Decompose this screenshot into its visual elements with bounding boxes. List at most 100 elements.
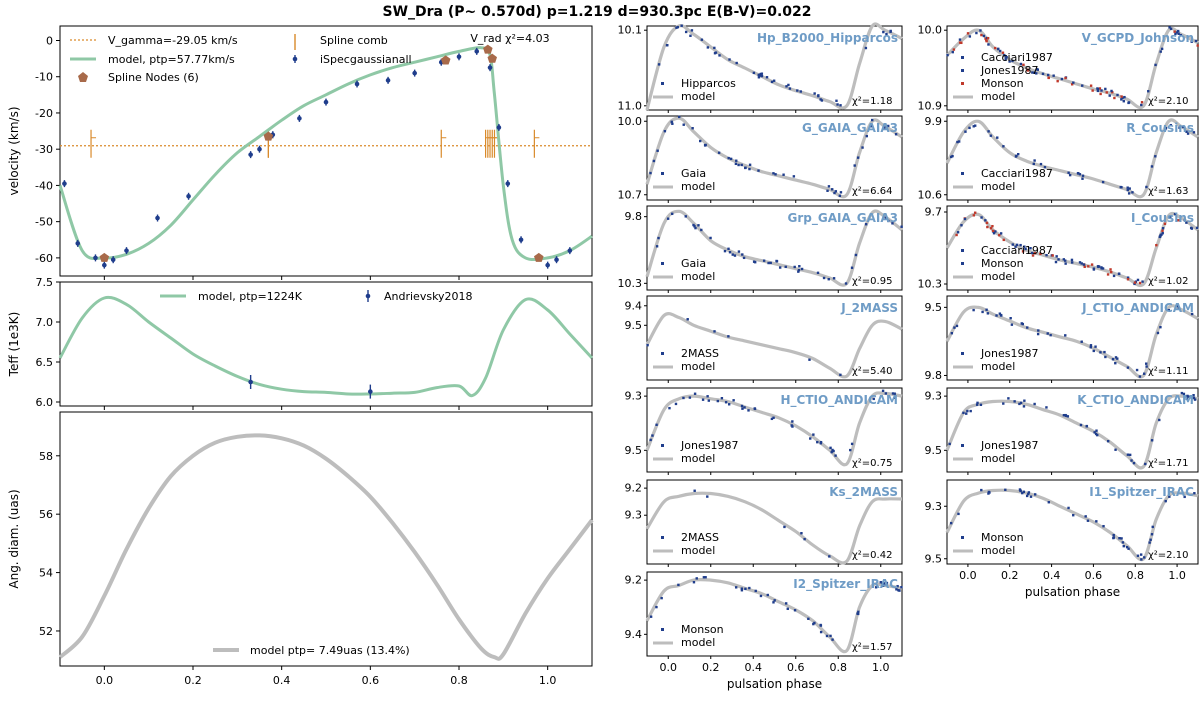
data-point [1150,165,1154,168]
plot-frame [646,115,903,201]
y-axis-label: velocity (km/s) [7,106,21,195]
model-curve [645,312,903,379]
data-point [900,586,903,589]
data-point [1025,494,1029,498]
legend-label: model [681,270,715,283]
plot-frame [646,571,903,657]
data-point [1138,375,1142,378]
data-point [1120,95,1123,98]
legend-label: 2MASS [681,347,719,360]
legend-data-swatch [661,536,664,539]
data-point [707,399,711,402]
data-point [1064,259,1067,262]
data-point [1009,316,1012,320]
data-point [1179,33,1183,37]
legend-label: Cacciari1987 [981,167,1053,180]
data-point [713,330,716,333]
data-point [966,409,969,413]
data-point [1100,267,1103,270]
data-point [1193,398,1197,401]
data-point [1176,304,1180,308]
spline-node [534,252,544,262]
data-point [1080,340,1083,343]
data-point [1136,554,1140,557]
data-point [834,454,837,457]
data-point [1029,495,1033,498]
data-point [1128,187,1131,190]
data-point [1096,433,1099,437]
data-point [762,259,766,262]
data-point [1004,488,1007,492]
panel-teff: 6.0 6.5 7.0 7.5 Teff (1e3K) model, ptp=1224K A… [7,276,594,410]
data-point [474,49,480,54]
data-point [1077,172,1080,175]
data-point [836,103,839,106]
data-point [759,72,762,76]
data-point [1126,186,1129,189]
data-point [748,586,751,590]
legend-data-swatch [292,56,298,62]
data-point [1021,491,1024,495]
data-point [657,63,661,66]
data-point [102,262,107,268]
data-point [668,406,671,410]
x-tick-label: 0.4 [745,661,763,674]
data-point [740,589,744,592]
data-point [706,395,709,398]
data-point [734,586,738,589]
data-point [953,326,956,329]
data-point [897,589,900,592]
y-tick-label: 6.0 [36,396,54,409]
data-point [1001,51,1005,54]
data-point [666,43,669,47]
legend-label: model [981,544,1015,557]
legend-data-swatch [961,172,964,175]
data-point [986,225,989,229]
x-tick-label: 0.2 [184,674,202,687]
data-point [1169,27,1173,30]
data-point [885,32,888,36]
data-point [1023,245,1026,248]
data-point [701,398,705,401]
data-point [1177,32,1180,35]
data-point [1060,77,1064,81]
data-point [700,228,703,232]
data-point [955,233,958,237]
data-point [957,512,960,516]
data-point [655,605,658,609]
data-point [1145,185,1148,189]
legend-label: Gaia [681,167,706,180]
y-tick-label: 9.3 [925,500,943,513]
data-point [735,159,738,162]
data-point [1194,39,1198,43]
data-point [885,583,888,586]
data-point [884,216,888,219]
data-point [951,154,954,158]
data-point [819,98,822,101]
chi2-label: χ²=2.10 [1148,550,1188,561]
data-point [1100,89,1103,92]
data-point [829,446,832,450]
data-point [1067,171,1070,174]
data-point [487,65,493,70]
plot-frame [646,25,903,111]
data-point [1116,93,1119,97]
data-point [723,249,727,253]
data-point [889,30,892,33]
data-point [831,448,834,452]
data-point [1022,405,1026,408]
model-curve [58,295,594,398]
data-point [893,392,896,395]
data-point [772,416,775,419]
data-point [1064,262,1067,265]
panel-title: Hp_B2000_Hipparcos [757,31,898,46]
data-point [1178,126,1181,129]
data-point [800,267,804,271]
data-point [717,151,721,154]
data-point [788,87,792,90]
data-point [1064,414,1068,418]
data-point [819,624,823,627]
data-point [743,406,746,409]
data-point [1070,261,1074,264]
